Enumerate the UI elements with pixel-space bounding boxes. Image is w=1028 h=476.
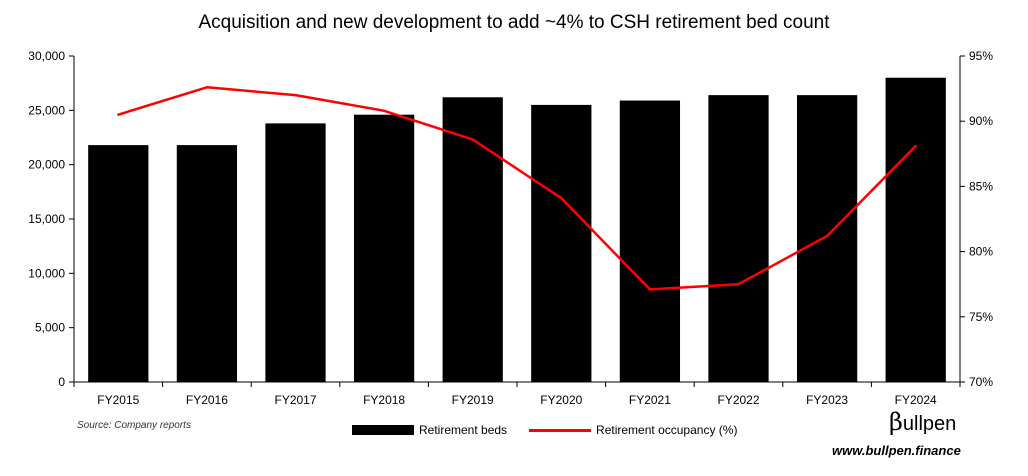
y-right-tick-label: 85% <box>969 179 993 193</box>
y-left-tick-label: 10,000 <box>28 266 65 280</box>
bar <box>885 77 946 382</box>
line-point <box>117 113 120 116</box>
x-axis-ticks: FY2015 FY2016 FY2017 FY2018 FY2019 FY2020 FY20… <box>73 382 961 407</box>
bar <box>796 95 858 383</box>
y-left-tick-label: 5,000 <box>35 321 65 335</box>
x-tick-label: FY2024 <box>895 393 937 407</box>
chart-title: Acquisition and new development to add ~… <box>198 12 830 33</box>
bar <box>265 123 326 382</box>
line-point <box>560 196 563 200</box>
x-tick-label: FY2016 <box>186 393 228 407</box>
line-point <box>825 234 829 238</box>
line-point <box>914 144 917 148</box>
y-left-tick-label: 20,000 <box>28 158 65 172</box>
y-left-tick-label: 15,000 <box>28 212 65 226</box>
legend-item-line: Retirement occupancy (%) <box>529 423 737 437</box>
bar <box>88 145 149 382</box>
y-right-tick-label: 70% <box>969 375 993 389</box>
x-tick-label: FY2023 <box>806 393 848 407</box>
y-right-tick-label: 75% <box>969 310 993 324</box>
occupancy-line <box>117 86 917 291</box>
brand-url: www.bullpen.finance <box>832 443 961 458</box>
x-tick-label: FY2017 <box>274 393 316 407</box>
y-left-tick-label: 25,000 <box>28 103 65 117</box>
line-point <box>294 93 297 97</box>
y-right-tick-label: 80% <box>969 245 993 259</box>
chart-legend: Retirement beds Retirement occupancy (%) <box>352 423 759 437</box>
legend-label-line: Retirement occupancy (%) <box>596 423 738 437</box>
x-tick-label: FY2015 <box>97 393 139 407</box>
line-point <box>382 109 386 112</box>
bar <box>353 114 415 383</box>
y-right-tick-label: 90% <box>969 114 993 128</box>
y-axis-right-ticks: 70% 75% 80% 85% 90% 95% <box>960 49 993 389</box>
legend-swatch-bars <box>352 425 414 435</box>
source-note: Source: Company reports <box>77 420 191 431</box>
y-left-tick-label: 30,000 <box>28 49 65 63</box>
bar <box>619 100 681 382</box>
x-tick-label: FY2019 <box>452 393 494 407</box>
legend-swatch-line <box>529 428 592 432</box>
y-axis-left-ticks: 0 5,000 10,000 15,000 20,000 25,000 30,000 <box>28 49 74 389</box>
line-point <box>471 138 474 141</box>
x-tick-label: FY2018 <box>363 393 405 407</box>
line-series <box>117 86 917 291</box>
x-tick-label: FY2021 <box>629 393 671 407</box>
bar-series <box>88 77 946 383</box>
bar <box>531 104 592 383</box>
brand-beta-glyph: β <box>889 408 903 436</box>
brand-logo: βullpen <box>889 408 956 436</box>
line-point <box>648 288 652 291</box>
bar <box>708 95 769 383</box>
brand-name: ullpen <box>902 413 957 435</box>
line-point <box>737 283 740 286</box>
bar <box>442 97 503 382</box>
line-point <box>205 86 209 89</box>
x-tick-label: FY2020 <box>540 393 582 407</box>
bar <box>176 145 238 382</box>
legend-label-bars: Retirement beds <box>419 423 508 437</box>
y-right-tick-label: 95% <box>969 49 993 63</box>
y-left-tick-label: 0 <box>58 375 65 389</box>
x-tick-label: FY2022 <box>717 393 759 407</box>
legend-item-bars: Retirement beds <box>352 423 507 437</box>
